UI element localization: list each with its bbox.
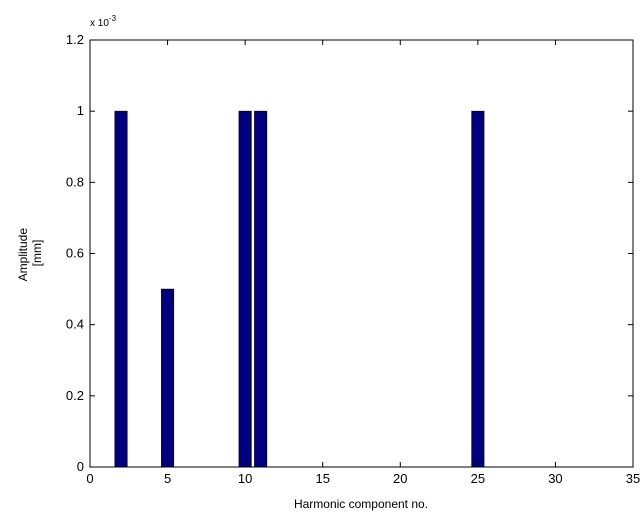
- bar-harmonic-5: [161, 288, 175, 468]
- x-tick-label: 35: [626, 471, 640, 486]
- x-tick-label: 30: [548, 471, 562, 486]
- y-tick-label: 1.2: [66, 32, 84, 47]
- y-exponent-label: x 10-3: [90, 14, 117, 29]
- x-tick-label: 20: [393, 471, 407, 486]
- y-tick-label: 0: [77, 459, 84, 474]
- y-axis-label-line1: Amplitude: [16, 228, 30, 282]
- bar-harmonic-2: [114, 110, 128, 468]
- x-tick-label: 0: [86, 471, 93, 486]
- x-axis-label: Harmonic component no.: [294, 497, 428, 511]
- y-tick-label: 0.2: [66, 388, 84, 403]
- bars-group: [114, 110, 485, 468]
- bar-harmonic-25: [471, 110, 485, 468]
- bar-harmonic-10: [238, 110, 252, 468]
- y-tick-label: 1: [77, 103, 84, 118]
- x-tick-label: 5: [164, 471, 171, 486]
- y-tick-label: 0.8: [66, 174, 84, 189]
- bar-harmonic-11: [254, 110, 268, 468]
- y-axis-label-line2: [mm]: [30, 240, 44, 267]
- x-tick-label: 10: [238, 471, 252, 486]
- y-tick-label: 0.6: [66, 246, 84, 261]
- y-ticks-group: 0 0.2 0.4 0.6 0.8 1 1.2: [66, 32, 633, 474]
- plot-area: [90, 40, 633, 467]
- x-tick-label: 25: [471, 471, 485, 486]
- x-tick-label: 15: [315, 471, 329, 486]
- plot-frame: [89, 39, 634, 468]
- x-ticks-group: 0 5 10 15 20 25 30 35: [86, 40, 640, 486]
- y-axis-label: Amplitude [mm]: [16, 225, 44, 282]
- y-tick-label: 0.4: [66, 317, 84, 332]
